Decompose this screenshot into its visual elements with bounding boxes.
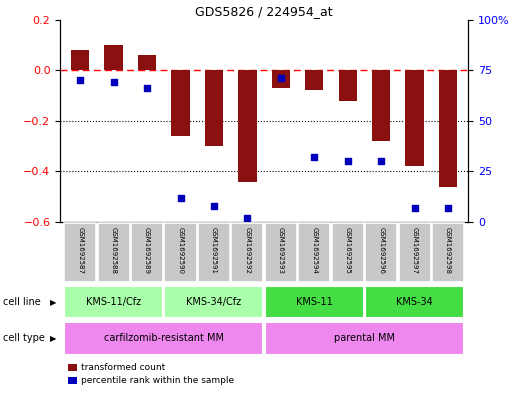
Point — [243, 215, 252, 221]
Bar — [298, 223, 331, 282]
Point — [143, 85, 151, 92]
Bar — [198, 223, 230, 282]
Text: parental MM: parental MM — [334, 333, 395, 343]
Text: cell type: cell type — [3, 333, 44, 343]
Text: GSM1692590: GSM1692590 — [177, 227, 184, 274]
Text: KMS-11: KMS-11 — [296, 297, 333, 307]
Bar — [399, 223, 430, 282]
Text: GSM1692598: GSM1692598 — [445, 227, 451, 274]
Text: cell line: cell line — [3, 297, 40, 307]
Text: GSM1692595: GSM1692595 — [345, 227, 351, 274]
Text: GSM1692593: GSM1692593 — [278, 227, 284, 274]
Bar — [131, 223, 163, 282]
Text: ▶: ▶ — [50, 298, 56, 307]
Point — [377, 158, 385, 164]
Text: GSM1692588: GSM1692588 — [111, 227, 117, 274]
Text: GSM1692589: GSM1692589 — [144, 227, 150, 274]
Text: GSM1692592: GSM1692592 — [244, 227, 251, 274]
Bar — [265, 286, 364, 318]
Bar — [172, 70, 190, 136]
Text: ▶: ▶ — [50, 334, 56, 343]
Text: GSM1692596: GSM1692596 — [378, 227, 384, 274]
Point — [277, 75, 285, 81]
Bar — [71, 50, 89, 70]
Bar — [164, 286, 264, 318]
Text: GSM1692587: GSM1692587 — [77, 227, 83, 274]
Text: GSM1692594: GSM1692594 — [311, 227, 317, 274]
Point — [210, 203, 218, 209]
Text: percentile rank within the sample: percentile rank within the sample — [81, 376, 234, 385]
Bar — [98, 223, 130, 282]
Bar — [64, 223, 96, 282]
Bar — [265, 322, 464, 354]
Bar — [64, 286, 163, 318]
Bar — [238, 70, 257, 182]
Bar — [265, 223, 297, 282]
Text: carfilzomib-resistant MM: carfilzomib-resistant MM — [104, 333, 224, 343]
Text: KMS-11/Cfz: KMS-11/Cfz — [86, 297, 141, 307]
Point — [444, 205, 452, 211]
Bar — [365, 223, 397, 282]
Bar — [439, 70, 457, 187]
Text: GSM1692597: GSM1692597 — [412, 227, 417, 274]
Bar — [365, 286, 464, 318]
Bar — [205, 70, 223, 146]
Bar — [138, 55, 156, 70]
Bar — [305, 70, 323, 90]
Bar — [164, 223, 197, 282]
Bar — [405, 70, 424, 166]
Point — [76, 77, 84, 84]
Bar — [231, 223, 264, 282]
Bar — [64, 322, 264, 354]
Bar — [372, 70, 390, 141]
Bar — [432, 223, 464, 282]
Point — [109, 79, 118, 86]
Bar — [271, 70, 290, 88]
Point — [176, 195, 185, 201]
Text: KMS-34: KMS-34 — [396, 297, 433, 307]
Point — [310, 154, 319, 160]
Title: GDS5826 / 224954_at: GDS5826 / 224954_at — [195, 6, 333, 18]
Point — [411, 205, 419, 211]
Bar — [105, 45, 123, 70]
Bar — [338, 70, 357, 101]
Point — [344, 158, 352, 164]
Text: GSM1692591: GSM1692591 — [211, 227, 217, 274]
Text: transformed count: transformed count — [81, 364, 165, 372]
Bar — [332, 223, 364, 282]
Text: KMS-34/Cfz: KMS-34/Cfz — [186, 297, 242, 307]
